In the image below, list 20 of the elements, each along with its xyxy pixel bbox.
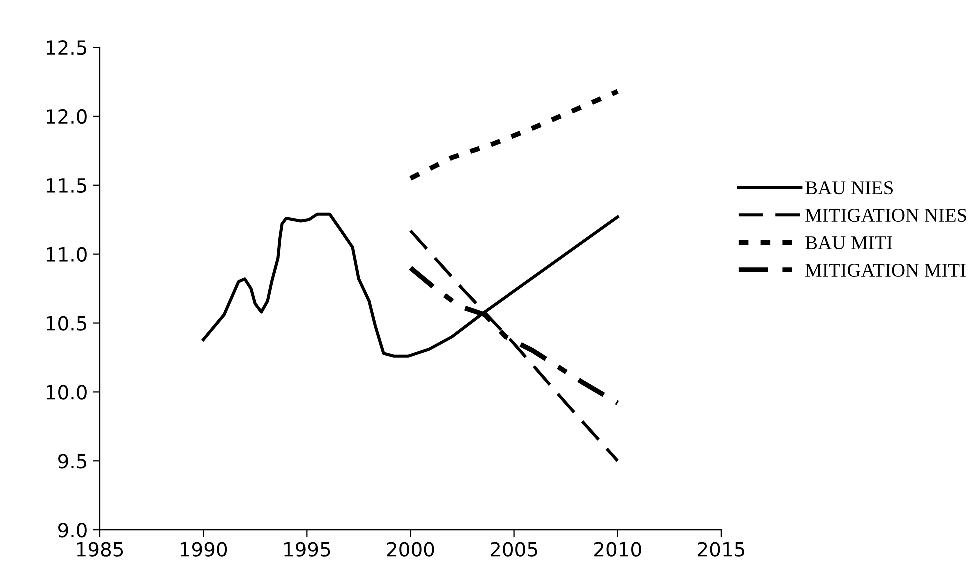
x-tick-label: 2010 (594, 542, 642, 557)
y-tick-label: 9.0 (58, 523, 87, 538)
y-tick-label: 10.5 (47, 316, 87, 331)
y-tick-label: 9.5 (58, 454, 87, 469)
x-tick-label: 2005 (490, 542, 538, 557)
legend-label: BAU NIES (806, 182, 893, 195)
y-tick-label: 12.5 (47, 40, 87, 56)
y-tick-label: 10.0 (47, 385, 87, 400)
legend-label: MITIGATION MITI (806, 264, 966, 278)
x-tick-label: 1990 (180, 542, 228, 557)
x-tick-label: 1985 (77, 542, 124, 557)
x-tick-label: 2015 (698, 542, 744, 557)
x-tick-label: 1995 (284, 542, 330, 557)
y-tick-label: 12.0 (47, 109, 87, 124)
legend-label: BAU MITI (806, 236, 892, 250)
y-tick-label: 11.5 (47, 178, 87, 194)
x-tick-label: 2000 (387, 542, 434, 557)
y-tick-label: 11.0 (47, 247, 87, 262)
line-series (408, 89, 620, 181)
legend-label: MITIGATION NIES (806, 209, 966, 222)
